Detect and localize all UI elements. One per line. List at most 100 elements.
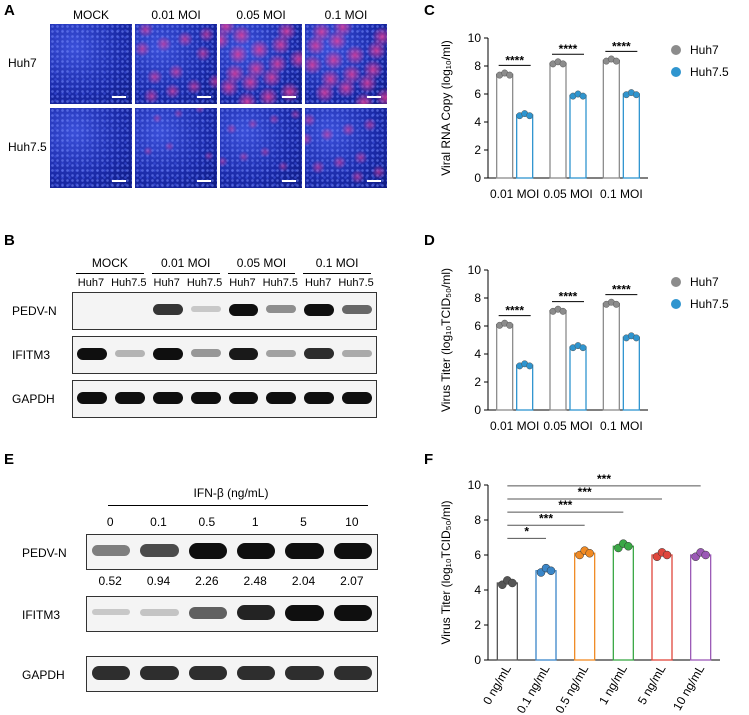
blot-band [285,605,324,621]
blot-band [190,349,221,358]
micrograph-infection-signal [135,24,217,104]
y-tick-label: 6 [474,548,481,562]
treatment-label: IFN-β (ng/mL) [193,486,269,500]
data-point [701,550,710,560]
panel-f-letter: F [424,451,434,468]
data-point [612,300,620,308]
panel-b-letter: B [4,232,15,249]
blot-protein-label: GAPDH [22,668,65,682]
blot-band [228,304,259,316]
blot-band [342,392,372,404]
legend-marker [671,67,681,77]
data-point [546,566,556,575]
comparison-label: *** [578,485,592,499]
blot-group-line [227,273,296,274]
blot-band [140,544,179,558]
blot-group-label: 0.1 MOI [315,256,359,270]
blot-protein-label: PEDV-N [22,546,67,560]
micrograph-image [220,108,302,188]
data-point [526,362,534,370]
blot-band [333,605,372,621]
y-tick-label: 8 [474,513,481,527]
blot-band [92,665,131,681]
blot-strip [86,534,378,570]
blot-group-label: 0.05 MOI [236,256,287,270]
y-tick-label: 0 [474,403,481,417]
x-tick-label: 0.1 MOI [600,187,643,201]
micrograph-infection-signal [220,24,302,104]
panel-c-letter: C [424,2,435,19]
micrograph-infection-signal [135,108,217,188]
x-tick-label: 0 ng/mL [480,662,514,707]
dose-label: 0.1 [150,515,167,529]
micrograph-image [305,108,387,188]
micrograph-infection-signal [305,108,387,188]
legend-label: Huh7 [690,275,719,289]
comparison-label: * [524,524,529,538]
micrograph-image [135,24,217,104]
blot-protein-label: PEDV-N [12,304,57,318]
blot-lane-label: Huh7 [153,277,180,289]
comparison-label: *** [539,511,553,525]
band-quantification: 2.07 [340,574,364,588]
data-point [506,321,514,329]
blot-band [152,392,183,404]
significance-label: **** [559,42,578,56]
blot-band [140,608,179,616]
blot-band [228,392,259,404]
blot-lane-label: Huh7.5 [186,277,223,289]
y-tick-label: 4 [474,347,481,361]
data-point [662,550,672,560]
micrograph-row-label: Huh7 [8,56,37,70]
scale-bar [112,96,126,98]
data-point [632,91,640,99]
data-point [624,542,633,551]
x-tick-label: 0.05 MOI [543,419,592,433]
x-tick-label: 5 ng/mL [635,662,669,707]
blot-band [237,665,276,681]
micrograph-image [305,24,387,104]
blot-band [77,392,107,404]
x-tick-label: 0.01 MOI [490,187,539,201]
blot-strip [72,336,377,374]
dose-label: 10 [345,515,359,529]
band-quantification: 0.94 [146,574,171,588]
y-tick-label: 2 [474,375,481,389]
blot-band [152,348,183,360]
bar [612,545,634,661]
significance-label: **** [612,283,631,297]
blot-strip [86,596,378,632]
dose-label: 0 [106,515,114,529]
scale-bar [367,96,381,98]
y-tick-label: 0 [474,653,481,667]
micrograph-col-label: 0.1 MOI [324,8,368,22]
y-tick-label: 6 [474,319,481,333]
scale-bar [197,96,211,98]
blot-band [188,665,227,681]
micrograph-col-label: 0.01 MOI [151,8,201,22]
blot-lane-label: Huh7 [229,277,256,289]
blot-lane-label: Huh7.5 [111,277,147,289]
y-axis-label: Viral RNA Copy (log₁₀/ml) [439,40,453,176]
blot-group-line [76,273,144,274]
blot-protein-label: GAPDH [12,392,55,406]
y-tick-label: 4 [474,115,481,129]
chart-d-virus-titer: Virus Titer (log₁₀TCID₅₀/ml) 0 2 4 6 8 10 0.01 … [439,263,729,433]
blot-band [333,543,372,559]
scale-bar [282,180,296,182]
blot-band [140,665,179,681]
y-tick-label: 6 [474,87,481,101]
bar [602,59,620,179]
y-tick-label: 10 [468,263,482,277]
micrograph-image [220,24,302,104]
micrograph-infection-signal [50,108,132,188]
bar [569,94,587,179]
bar [569,346,587,411]
micrograph-nuclei [50,24,132,104]
x-tick-label: 0.05 MOI [543,187,592,201]
bar [622,93,640,179]
panel-d-letter: D [424,232,435,249]
blot-lane-label: Huh7.5 [262,277,299,289]
legend-label: Huh7 [690,43,719,57]
blot-band [237,605,276,621]
